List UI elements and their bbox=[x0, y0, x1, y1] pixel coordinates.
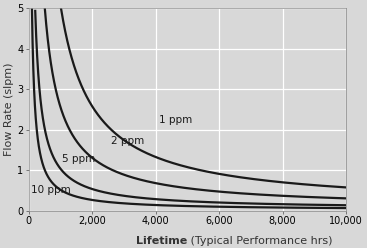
Y-axis label: Flow Rate (slpm): Flow Rate (slpm) bbox=[4, 63, 14, 156]
Text: 1 ppm: 1 ppm bbox=[159, 115, 192, 125]
Text: 5 ppm: 5 ppm bbox=[62, 154, 95, 164]
Text: (Typical Performance hrs): (Typical Performance hrs) bbox=[188, 236, 333, 246]
Text: 2 ppm: 2 ppm bbox=[111, 136, 145, 146]
Text: Lifetime: Lifetime bbox=[136, 236, 188, 246]
Text: 10 ppm: 10 ppm bbox=[31, 185, 70, 195]
